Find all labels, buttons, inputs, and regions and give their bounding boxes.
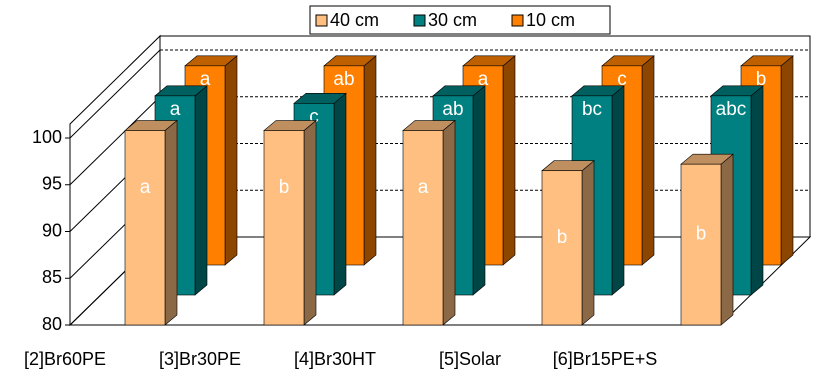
bar-side	[780, 55, 794, 266]
data-label: a	[478, 69, 489, 90]
data-label: b	[696, 224, 707, 245]
bar-side	[502, 55, 516, 266]
data-label: b	[279, 177, 290, 198]
grid-line	[69, 49, 161, 139]
bar-side	[194, 85, 208, 296]
data-label: c	[617, 69, 627, 90]
data-label: b	[557, 227, 568, 248]
bar-side	[363, 55, 377, 266]
bar-front	[402, 130, 444, 326]
legend-label: 40 cm	[330, 10, 379, 30]
bar-side	[442, 119, 456, 326]
legend-label: 10 cm	[526, 10, 575, 30]
bar-side	[720, 153, 734, 326]
bar	[680, 153, 734, 326]
grid-line	[69, 96, 161, 186]
bar	[541, 160, 595, 326]
bar-side	[472, 85, 486, 296]
y-tick-label: 90	[42, 220, 62, 240]
x-tick-label: [6]Br15PE+S	[553, 349, 658, 369]
data-label: a	[200, 69, 211, 90]
x-tick-label: [4]Br30HT	[294, 349, 376, 369]
legend-swatch	[511, 14, 524, 27]
bar	[263, 119, 317, 326]
bar-side	[611, 85, 625, 296]
bar-front	[680, 163, 722, 326]
y-tick-label: 85	[42, 267, 62, 287]
bar-front	[263, 130, 305, 326]
legend-swatch	[315, 14, 328, 27]
data-label: c	[309, 106, 319, 127]
x-tick-label: [2]Br60PE	[24, 349, 106, 369]
bar-side	[641, 55, 655, 266]
y-tick-label: 95	[42, 174, 62, 194]
bar	[124, 119, 178, 326]
data-label: a	[170, 99, 181, 120]
data-label: a	[140, 177, 151, 198]
bar-front	[541, 170, 583, 326]
data-label: ab	[333, 69, 354, 90]
bar-side	[303, 119, 317, 326]
data-label: ab	[442, 99, 463, 120]
bar-side	[333, 92, 347, 296]
x-tick-label: [3]Br30PE	[159, 349, 241, 369]
data-label: a	[418, 177, 429, 198]
y-tick-label: 100	[32, 127, 62, 147]
x-tick-label: [5]Solar	[439, 349, 501, 369]
data-label: b	[756, 69, 767, 90]
data-label: abc	[716, 99, 747, 120]
y-tick-label: 80	[42, 314, 62, 334]
legend-box	[309, 5, 611, 35]
bar-side	[581, 160, 595, 326]
bar	[402, 119, 456, 326]
legend-label: 30 cm	[428, 10, 477, 30]
bar-side	[750, 85, 764, 296]
bar-front	[124, 130, 166, 326]
bar-side	[224, 55, 238, 266]
data-label: bc	[582, 99, 602, 120]
bar-side	[164, 119, 178, 326]
legend-swatch	[413, 14, 426, 27]
